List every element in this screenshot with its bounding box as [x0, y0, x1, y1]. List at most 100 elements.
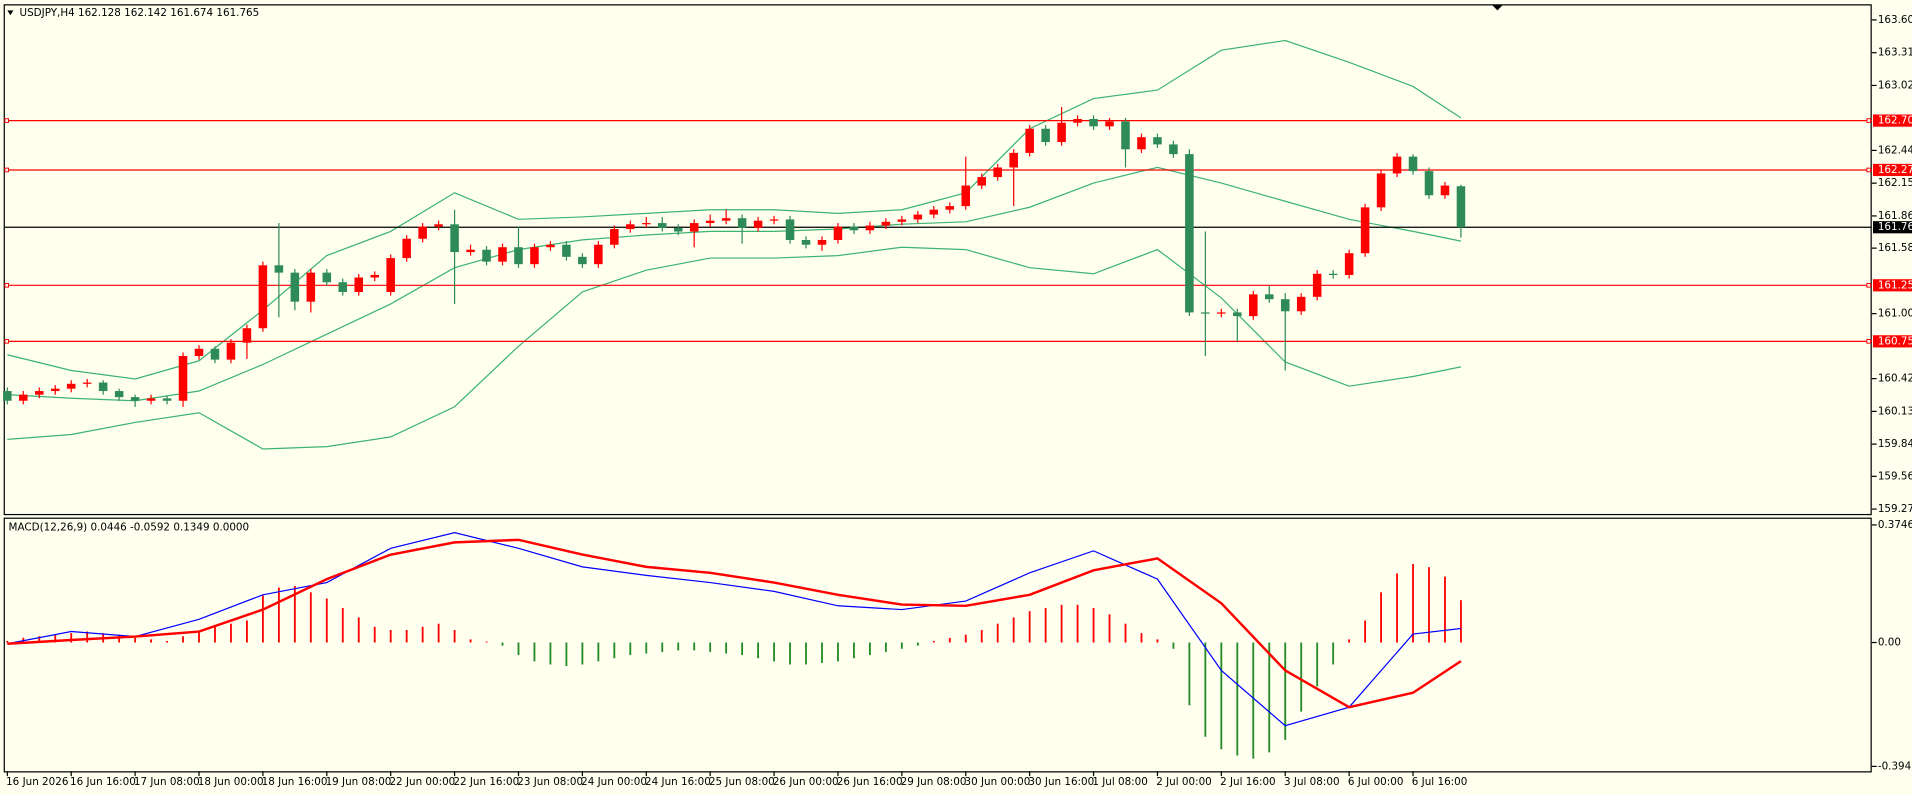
level-label: 160.755: [1878, 335, 1912, 347]
x-tick-label: 3 Jul 08:00: [1284, 776, 1340, 788]
candle-body: [1025, 128, 1034, 153]
candle-body: [1249, 294, 1258, 317]
x-tick-label: 18 Jun 16:00: [262, 776, 328, 788]
candle-body: [402, 238, 411, 259]
x-tick-label: 22 Jun 16:00: [453, 776, 519, 788]
candle-body: [865, 225, 875, 231]
candle-body: [1456, 186, 1466, 228]
shift-marker: [1492, 5, 1503, 11]
level-label-box: [1872, 335, 1912, 348]
x-tick-label: 2 Jul 00:00: [1156, 776, 1212, 788]
candle-body: [657, 223, 667, 228]
candle-body: [466, 249, 475, 253]
candle-body: [626, 224, 635, 230]
candle-body: [210, 348, 220, 360]
candle-body: [1009, 152, 1018, 168]
candle-body: [689, 223, 699, 232]
candle-body: [98, 382, 108, 392]
x-tick-label: 17 Jun 08:00: [134, 776, 200, 788]
candle-body: [1392, 156, 1402, 174]
candle-body: [769, 219, 779, 221]
x-tick-label: 23 Jun 08:00: [517, 776, 583, 788]
candle-body: [19, 394, 28, 401]
level-handle: [4, 167, 10, 173]
level-label-box: [1872, 163, 1912, 177]
indicator-line: [7, 532, 1462, 727]
candle-body: [817, 239, 827, 245]
macd-panel: [3, 517, 1872, 773]
x-tick-label: 26 Jun 00:00: [773, 776, 839, 788]
indicator-title: MACD(12,26,9) 0.0446 -0.0592 0.1349 0.00…: [9, 521, 250, 533]
level-label: 162.709: [1878, 115, 1912, 127]
chart-title: USDJPY,H4 162.128 162.142 161.674 161.76…: [20, 7, 260, 19]
price-label: 161.765: [1878, 221, 1912, 233]
candle-body: [514, 247, 523, 265]
candle-body: [1121, 121, 1130, 150]
candle-body: [1360, 207, 1370, 254]
menu-arrow: [7, 10, 14, 16]
y-tick-label: 162.155: [1878, 177, 1912, 189]
level-handle: [4, 282, 10, 288]
x-tick-label: 16 Jun 2026: [6, 776, 68, 788]
level-label-box: [1872, 114, 1912, 127]
candle-body: [82, 382, 92, 384]
candle-body: [929, 209, 939, 215]
candle-body: [1328, 273, 1338, 276]
candle-body: [1408, 156, 1418, 172]
candle-body: [322, 272, 332, 283]
candle-body: [961, 185, 971, 207]
candle-body: [1424, 171, 1434, 196]
candle-body: [498, 247, 507, 262]
candle-body: [50, 388, 60, 392]
candle-body: [673, 227, 683, 232]
candle-body: [913, 214, 923, 220]
candle-body: [897, 219, 907, 222]
y-tick-label: 159.270: [1878, 503, 1912, 515]
level-handle: [4, 339, 10, 344]
y-tick-label: 160.135: [1878, 405, 1912, 417]
candle-body: [130, 397, 140, 401]
candle-body: [705, 220, 715, 224]
candle-body: [1233, 312, 1242, 317]
candle-body: [801, 239, 811, 245]
candle-body: [610, 229, 619, 245]
candle-body: [258, 265, 268, 329]
indicator-line: [7, 39, 1462, 380]
candle-body: [290, 272, 300, 302]
candle-body: [178, 356, 188, 401]
candle-body: [146, 398, 156, 401]
candle-body: [1041, 128, 1050, 143]
candle-body: [977, 177, 986, 186]
x-tick-label: 22 Jun 00:00: [389, 776, 455, 788]
x-tick-label: 26 Jun 16:00: [837, 776, 903, 788]
candle-body: [1344, 253, 1354, 276]
x-tick-label: 6 Jul 00:00: [1348, 776, 1404, 788]
x-tick-label: 16 Jun 16:00: [70, 776, 136, 788]
candle-body: [1376, 173, 1386, 208]
candle-body: [242, 328, 252, 343]
candle-body: [1073, 119, 1082, 123]
y-tick-label: 163.600: [1878, 14, 1912, 26]
candle-body: [945, 206, 955, 210]
y-tick-label: 161.865: [1878, 210, 1912, 222]
y-tick-label: 0.3746: [1878, 519, 1912, 531]
candle-body: [562, 244, 571, 257]
y-tick-label: 160.425: [1878, 373, 1912, 385]
candle-body: [546, 244, 555, 248]
x-tick-label: 18 Jun 00:00: [198, 776, 264, 788]
candle-body: [274, 265, 284, 273]
candle-body: [1201, 312, 1210, 314]
x-tick-label: 19 Jun 08:00: [326, 776, 392, 788]
candle-body: [1312, 273, 1322, 297]
candle-body: [418, 226, 427, 239]
x-tick-label: 2 Jul 16:00: [1220, 776, 1276, 788]
candle-body: [1057, 122, 1066, 143]
x-tick-label: 30 Jun 16:00: [1028, 776, 1094, 788]
candle-body: [993, 167, 1002, 178]
candle-body: [194, 348, 204, 357]
candle-body: [306, 272, 316, 302]
candle-body: [753, 220, 763, 228]
candle-body: [721, 218, 731, 221]
